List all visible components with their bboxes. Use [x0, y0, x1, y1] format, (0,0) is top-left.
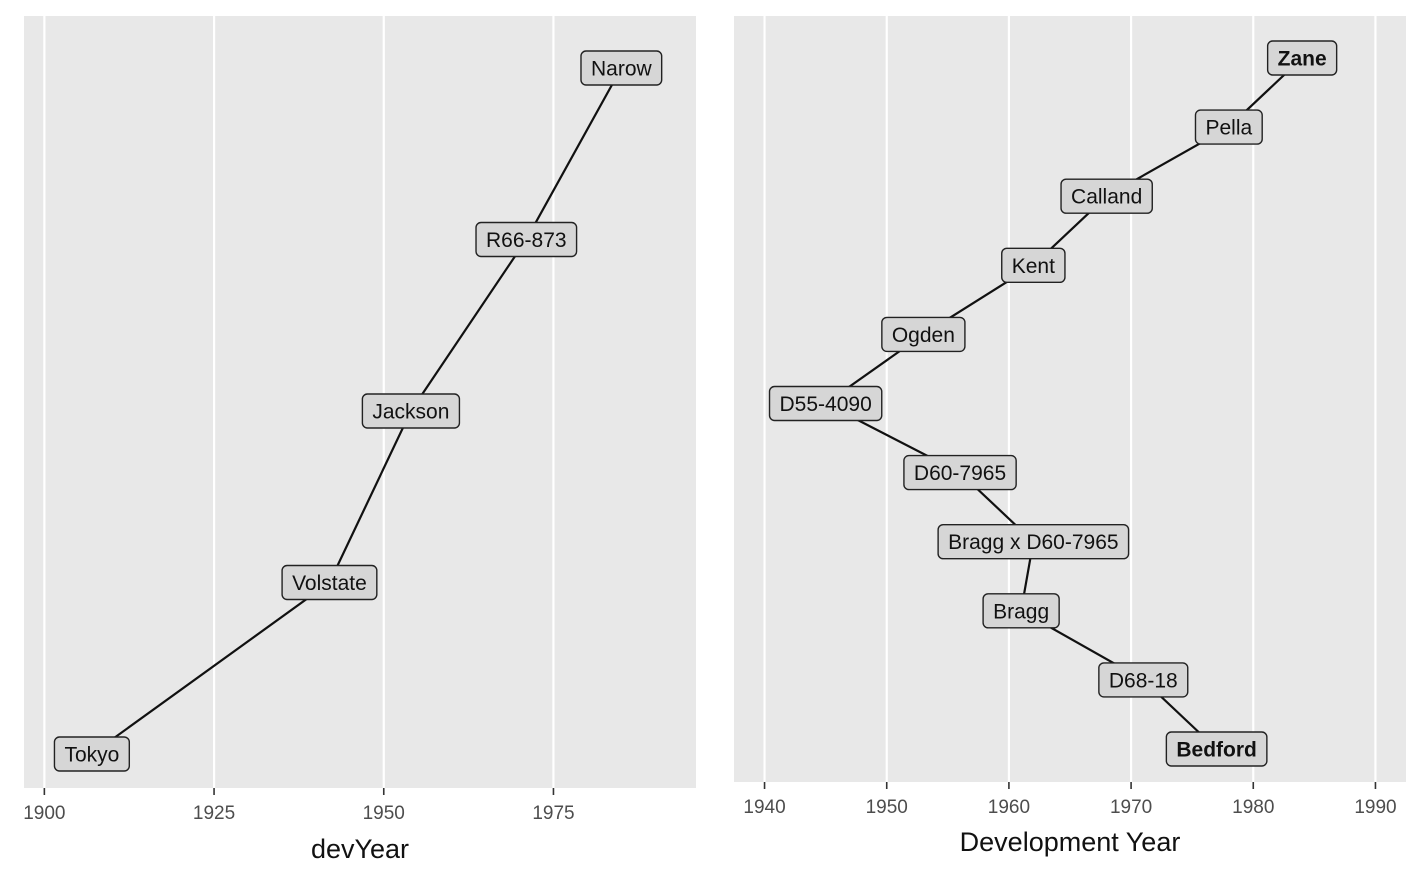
label-box: [53, 736, 131, 772]
point-label-text: D60-7965: [914, 462, 1006, 485]
label-box: [1194, 109, 1263, 145]
x-tick-label: 1970: [1110, 797, 1152, 818]
label-box: [768, 385, 883, 422]
x-tick-label: 1990: [1354, 797, 1396, 818]
point-label-text: Calland: [1071, 186, 1142, 209]
x-tick-label: 1940: [743, 797, 785, 818]
point-label: Pella: [1194, 109, 1263, 145]
x-axis-title: devYear: [311, 834, 409, 864]
point-label-text: Tokyo: [64, 744, 119, 767]
plot-background: [24, 16, 696, 788]
x-axis-title: Development Year: [960, 827, 1181, 857]
point-label: R66-873: [475, 221, 578, 258]
point-label: Zane: [1266, 40, 1338, 76]
x-tick-label: 1925: [193, 803, 235, 824]
x-tick-label: 1980: [1232, 797, 1274, 818]
point-label-text: Bragg: [993, 600, 1049, 623]
point-label-text: Ogden: [892, 324, 955, 347]
x-tick-label: 1960: [988, 797, 1030, 818]
point-label: D55-4090: [768, 385, 883, 422]
label-box: [281, 564, 378, 601]
label-box: [361, 393, 461, 429]
point-label-text: Zane: [1278, 48, 1327, 71]
label-box: [580, 50, 663, 86]
point-label-text: D68-18: [1109, 669, 1178, 692]
label-box: [937, 524, 1130, 560]
point-label-text: Bragg x D60-7965: [948, 531, 1118, 554]
x-tick-label: 1950: [866, 797, 908, 818]
point-label: Ogden: [881, 316, 966, 353]
label-box: [903, 454, 1017, 491]
point-label: Volstate: [281, 564, 378, 601]
point-label-text: D55-4090: [780, 393, 872, 416]
point-label: Bragg: [982, 593, 1060, 629]
label-box: [1266, 40, 1338, 76]
point-label: Jackson: [361, 393, 461, 429]
label-box: [1165, 731, 1268, 767]
point-label-text: Kent: [1012, 255, 1055, 278]
point-label-text: Bedford: [1176, 739, 1257, 762]
x-tick-label: 1900: [23, 803, 65, 824]
x-tick-label: 1975: [532, 803, 574, 824]
point-label: Kent: [1001, 247, 1066, 284]
point-label: Bedford: [1165, 731, 1268, 767]
point-label: Calland: [1060, 178, 1153, 214]
chart-panel-1: Tokyo Volstate Jackson R66-873 Narow 1900 1925…: [23, 16, 696, 864]
point-label: D60-7965: [903, 454, 1017, 491]
label-box: [982, 593, 1060, 629]
point-label-text: Jackson: [372, 401, 449, 424]
point-label-text: R66-873: [486, 229, 567, 252]
point-label: D68-18: [1098, 662, 1189, 698]
point-label: Narow: [580, 50, 663, 86]
label-box: [1001, 247, 1066, 284]
point-label: Bragg x D60-7965: [937, 524, 1130, 560]
point-label-text: Narow: [591, 58, 653, 81]
point-label-text: Volstate: [292, 572, 367, 595]
label-box: [1060, 178, 1153, 214]
chart-panel-2: Bedford D68-18 Bragg Bragg x D60-7965 D60-79…: [734, 16, 1406, 857]
point-label-text: Pella: [1205, 117, 1252, 140]
label-box: [475, 221, 578, 258]
label-box: [1098, 662, 1189, 698]
point-label: Tokyo: [53, 736, 131, 772]
label-box: [881, 316, 966, 353]
x-tick-label: 1950: [363, 803, 405, 824]
